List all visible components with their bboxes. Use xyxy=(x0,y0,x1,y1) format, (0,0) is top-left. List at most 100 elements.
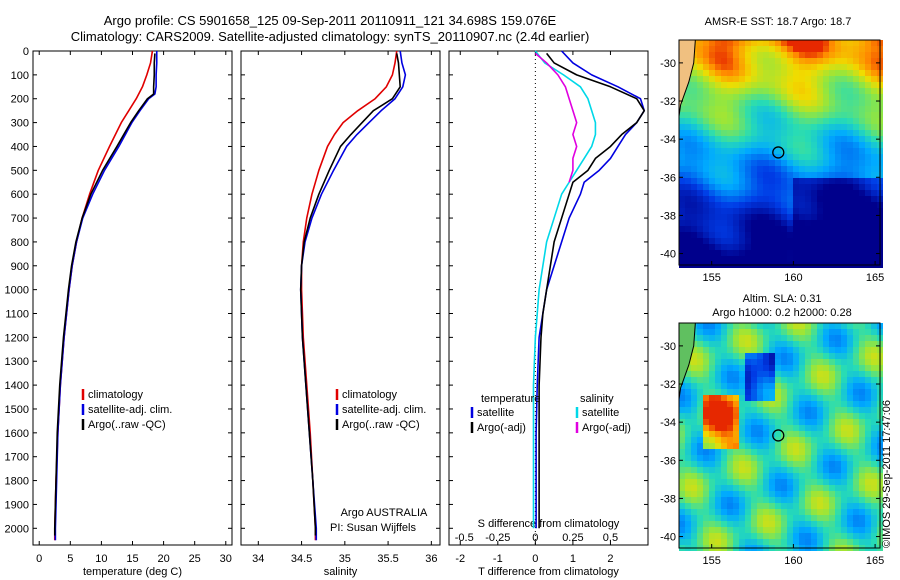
sst-map-cell xyxy=(691,232,697,238)
sst-map-cell xyxy=(847,244,853,250)
sst-map-cell xyxy=(727,214,733,220)
sst-map-cell xyxy=(805,136,811,142)
sst-map-cell xyxy=(847,88,853,94)
sla-map-cell xyxy=(829,443,835,449)
sla-map-cell xyxy=(685,389,691,395)
sla-map-cell xyxy=(691,515,697,521)
sst-map-cell xyxy=(721,64,727,70)
sla-map-cell xyxy=(793,497,799,503)
sla-map-cell xyxy=(703,395,709,401)
sla-map-cell xyxy=(805,377,811,383)
sla-map-cell xyxy=(859,341,865,347)
temperature-xtick-label: 10 xyxy=(95,553,107,565)
sla-map-cell xyxy=(745,539,751,545)
sst-map-cell xyxy=(805,148,811,154)
sla-map-cell xyxy=(721,323,727,329)
sst-map-cell xyxy=(751,76,757,82)
sla-map-cell xyxy=(697,455,703,461)
sla-map-cell xyxy=(823,395,829,401)
sla-map-cell xyxy=(787,527,793,533)
sla-map-cell xyxy=(835,359,841,365)
sst-map-cell xyxy=(817,124,823,130)
sla-map-cell xyxy=(871,377,877,383)
sst-map-cell xyxy=(835,118,841,124)
salinity-axes-box xyxy=(240,50,441,546)
sla-map-cell xyxy=(823,539,829,545)
sst-map-cell xyxy=(703,142,709,148)
sst-map-cell xyxy=(697,142,703,148)
temperature-legend-label: Argo(..raw -QC) xyxy=(88,419,166,431)
sst-map-cell xyxy=(841,178,847,184)
sla-map-cell xyxy=(757,455,763,461)
sla-map-cell xyxy=(823,365,829,371)
sst-map-cell xyxy=(859,94,865,100)
sla-map-cell xyxy=(685,443,691,449)
salinity-xtick-label: 35 xyxy=(339,553,351,565)
sla-map-cell xyxy=(847,485,853,491)
sst-map-cell xyxy=(859,220,865,226)
sla-map-cell xyxy=(751,479,757,485)
sla-map-cell xyxy=(817,437,823,443)
sst-map-cell xyxy=(721,100,727,106)
sla-map-cell xyxy=(763,455,769,461)
sla-map-cell xyxy=(697,431,703,437)
sst-map-cell xyxy=(865,196,871,202)
sst-map-cell xyxy=(841,220,847,226)
sla-map-cell xyxy=(781,449,787,455)
sla-map-cell xyxy=(805,323,811,329)
sst-map-cell xyxy=(811,166,817,172)
sst-map-cell xyxy=(769,190,775,196)
sla-map-cell xyxy=(685,509,691,515)
sla-map-cell xyxy=(751,443,757,449)
sla-map-cell xyxy=(733,377,739,383)
sla-map-cell xyxy=(793,341,799,347)
sla-map-cell xyxy=(757,467,763,473)
sla-map-cell xyxy=(739,419,745,425)
sla-map-cell xyxy=(817,407,823,413)
sst-map-cell xyxy=(757,52,763,58)
sst-map-cell xyxy=(805,70,811,76)
sst-map-cell xyxy=(769,172,775,178)
sla-map-cell xyxy=(811,527,817,533)
sst-map-cell xyxy=(697,70,703,76)
sst-map-cell xyxy=(751,94,757,100)
sst-map-cell xyxy=(853,46,859,52)
sla-map-cell xyxy=(859,383,865,389)
sla-map-cell xyxy=(805,413,811,419)
sst-map-cell xyxy=(799,112,805,118)
sst-map-cell xyxy=(805,106,811,112)
sst-map-cell xyxy=(685,244,691,250)
sst-map-cell xyxy=(751,202,757,208)
sla-map-cell xyxy=(829,341,835,347)
sst-map-cell xyxy=(829,184,835,190)
sla-map-cell xyxy=(763,383,769,389)
sst-map-cell xyxy=(775,124,781,130)
sst-map-cell xyxy=(697,118,703,124)
sla-map-cell xyxy=(823,467,829,473)
sla-map-cell xyxy=(817,539,823,545)
sst-map-cell xyxy=(685,154,691,160)
sla-map-cell xyxy=(775,497,781,503)
sst-map-cell xyxy=(775,190,781,196)
sla-map-cell xyxy=(871,431,877,437)
sla-map-cell xyxy=(721,347,727,353)
sla-map-cell xyxy=(793,365,799,371)
sla-map-cell xyxy=(691,347,697,353)
sla-map-cell xyxy=(751,389,757,395)
sst-map-cell xyxy=(847,82,853,88)
sla-map-cell xyxy=(871,389,877,395)
sst-map-cell xyxy=(859,196,865,202)
sst-map-cell xyxy=(835,202,841,208)
sla-map-cell xyxy=(865,485,871,491)
sla-map-cell xyxy=(733,431,739,437)
sla-map-cell xyxy=(871,467,877,473)
sla-map-cell xyxy=(733,359,739,365)
sst-map-cell xyxy=(871,130,877,136)
sst-map-ytick-label: -38 xyxy=(660,210,676,222)
sst-map-cell xyxy=(787,112,793,118)
sst-map-cell xyxy=(739,40,745,46)
sla-map-cell xyxy=(697,353,703,359)
sst-map-cell xyxy=(715,196,721,202)
sla-map-cell xyxy=(781,353,787,359)
sst-map-cell xyxy=(721,94,727,100)
